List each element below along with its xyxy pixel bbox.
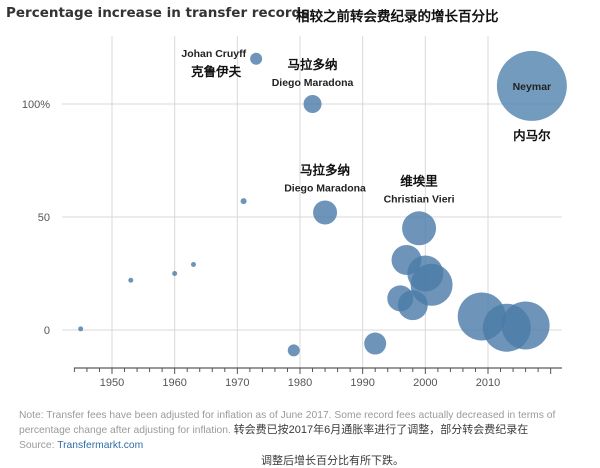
bubbles bbox=[78, 50, 567, 357]
bubble-point bbox=[402, 211, 437, 246]
annotation-label-en: Neymar bbox=[513, 81, 552, 93]
x-axis-minor-ticks bbox=[73, 368, 552, 374]
bubble-point bbox=[78, 326, 84, 332]
footnote-text: Note: Transfer fees have been adjusted f… bbox=[19, 410, 556, 436]
bubble-point bbox=[501, 301, 550, 350]
bubble-point bbox=[240, 198, 247, 205]
annotation-label-en: Johan Cruyff bbox=[181, 48, 246, 60]
annotation-label-zh: 克鲁伊夫 bbox=[191, 64, 242, 79]
y-tick-label: 50 bbox=[38, 212, 50, 224]
x-tick-label: 1950 bbox=[100, 377, 124, 389]
bubble-point bbox=[313, 200, 338, 225]
x-tick-label: 2000 bbox=[413, 377, 437, 389]
bubble-point bbox=[303, 95, 322, 113]
bubble-point bbox=[496, 50, 567, 121]
source-label: Source: bbox=[19, 440, 55, 451]
bubble-point bbox=[128, 277, 134, 283]
y-tick-label: 0 bbox=[44, 325, 50, 337]
x-tick-label: 1990 bbox=[350, 377, 374, 389]
annotation-label-en: Diego Maradona bbox=[272, 77, 354, 89]
x-tick-label: 1970 bbox=[225, 377, 249, 389]
annotation-label-zh: 内马尔 bbox=[513, 128, 551, 143]
annotations: Johan Cruyff 克鲁伊夫 Diego Maradona 马拉多纳 Diego … bbox=[181, 48, 551, 206]
y-tick-label: 100% bbox=[22, 99, 50, 111]
footnote-zh-continued: 调整后增长百分比有所下跌。 bbox=[261, 454, 404, 467]
x-tick-label: 1960 bbox=[162, 377, 186, 389]
footnote-zh: 转会费已按2017年6月通胀率进行了调整，部分转会费纪录在 bbox=[233, 424, 529, 436]
bubble-point bbox=[364, 332, 387, 355]
annotation-label-zh: 维埃里 bbox=[400, 173, 438, 188]
annotation-label-zh: 马拉多纳 bbox=[288, 57, 338, 72]
chart-title-zh: 相较之前转会费纪录的增长百分比 bbox=[296, 9, 499, 25]
source-link[interactable]: Transfermarkt.com bbox=[57, 440, 144, 451]
annotation-label-en: Diego Maradona bbox=[284, 182, 366, 194]
bubble-point bbox=[410, 263, 453, 306]
bubble-chart: 0 50 100% 1950 1960 1970 1980 1990 2000 2010 Johan… bbox=[22, 36, 567, 389]
bubble-point bbox=[190, 261, 196, 267]
bubble-point bbox=[172, 271, 178, 276]
footnote: Note: Transfer fees have been adjusted f… bbox=[19, 409, 594, 438]
bubble-point bbox=[287, 344, 300, 357]
source-line: Source: Transfermarkt.com bbox=[19, 440, 143, 451]
x-tick-label: 1980 bbox=[288, 377, 312, 389]
grid-lines bbox=[62, 36, 562, 368]
bubble-point bbox=[250, 52, 263, 65]
annotation-label-en: Christian Vieri bbox=[384, 193, 455, 205]
chart-title: Percentage increase in transfer records bbox=[6, 5, 310, 21]
annotation-label-zh: 马拉多纳 bbox=[300, 162, 350, 177]
x-tick-label: 2010 bbox=[476, 377, 500, 389]
